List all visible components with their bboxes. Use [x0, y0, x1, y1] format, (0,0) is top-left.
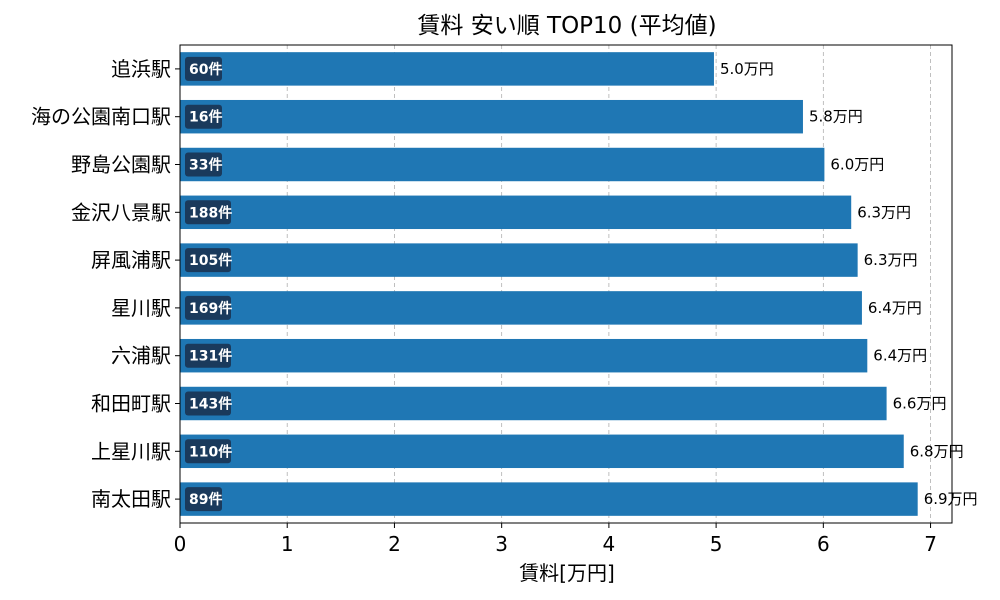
bar	[180, 386, 887, 421]
y-tick-label: 六浦駅	[111, 344, 171, 368]
y-tick-label: 星川駅	[111, 296, 171, 320]
y-tick-label: 野島公園駅	[71, 153, 171, 177]
value-label: 6.3万円	[857, 203, 911, 221]
x-tick-label: 6	[817, 532, 830, 556]
bar	[180, 482, 918, 516]
count-badge	[185, 248, 231, 273]
x-tick-label: 4	[603, 532, 616, 556]
y-tick-label: 屏風浦駅	[91, 248, 171, 272]
count-badge	[185, 391, 231, 416]
value-label: 6.4万円	[873, 347, 927, 365]
value-label: 6.0万円	[830, 156, 884, 174]
value-label: 6.6万円	[893, 395, 947, 413]
value-label: 6.3万円	[864, 251, 918, 269]
value-label: 5.8万円	[809, 108, 863, 126]
bar	[180, 243, 858, 277]
x-tick-label: 1	[281, 532, 294, 556]
y-axis-labels: 追浜駅海の公園南口駅野島公園駅金沢八景駅屏風浦駅星川駅六浦駅和田町駅上星川駅南太…	[31, 57, 180, 511]
count-badge	[185, 439, 231, 464]
count-label: 89件	[189, 491, 222, 508]
x-tick-label: 5	[710, 532, 723, 556]
bars: 5.0万円 60件 5.8万円 16件 6.0万円 33件 6.3万円 188件 6.3万円 10…	[180, 52, 978, 516]
count-badge	[185, 200, 231, 225]
count-badge	[185, 104, 222, 129]
bar	[180, 434, 904, 469]
count-badge	[185, 487, 222, 512]
count-label: 188件	[189, 204, 232, 221]
x-axis-ticks: 0 1 2 3 4 5 6 7	[174, 523, 937, 556]
count-label: 110件	[189, 443, 232, 460]
count-badge	[185, 56, 222, 81]
y-tick-label: 上星川駅	[91, 439, 171, 463]
count-label: 169件	[189, 300, 232, 317]
bar	[180, 291, 862, 325]
x-tick-label: 7	[924, 532, 937, 556]
x-tick-label: 0	[174, 532, 187, 556]
y-tick-label: 南太田駅	[91, 487, 171, 511]
bar	[180, 99, 803, 134]
count-label: 143件	[189, 396, 232, 413]
y-tick-label: 和田町駅	[91, 392, 171, 416]
chart-title: 賃料 安い順 TOP10 (平均値)	[417, 13, 716, 39]
count-badge	[185, 152, 222, 177]
x-tick-label: 3	[495, 532, 508, 556]
count-label: 105件	[189, 252, 232, 269]
value-label: 6.9万円	[924, 490, 978, 508]
value-label: 5.0万円	[720, 60, 774, 78]
count-label: 131件	[189, 348, 232, 365]
count-label: 16件	[189, 109, 222, 126]
value-label: 6.4万円	[868, 299, 922, 317]
count-badge	[185, 295, 231, 320]
y-tick-label: 追浜駅	[111, 57, 171, 81]
y-tick-label: 海の公園南口駅	[31, 105, 171, 129]
bar	[180, 338, 868, 373]
value-label: 6.8万円	[910, 442, 964, 460]
bar	[180, 147, 825, 182]
y-tick-label: 金沢八景駅	[71, 200, 171, 224]
count-badge	[185, 343, 231, 368]
x-axis-label: 賃料[万円]	[519, 561, 615, 585]
x-tick-label: 2	[388, 532, 401, 556]
count-label: 60件	[189, 61, 222, 78]
bar	[180, 52, 714, 86]
plot-frame	[179, 44, 953, 524]
bar	[180, 195, 852, 230]
count-label: 33件	[189, 157, 222, 174]
